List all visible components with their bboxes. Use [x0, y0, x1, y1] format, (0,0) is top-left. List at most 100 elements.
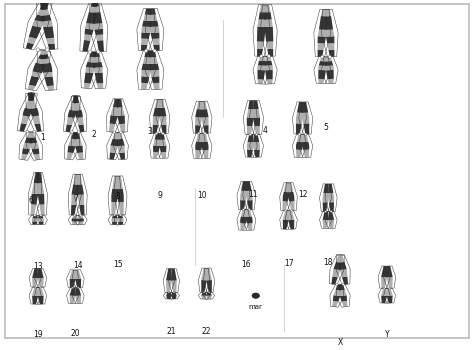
Polygon shape — [79, 205, 84, 215]
Polygon shape — [381, 266, 387, 277]
Polygon shape — [283, 201, 288, 211]
Polygon shape — [153, 140, 160, 146]
Ellipse shape — [336, 284, 338, 286]
Ellipse shape — [249, 133, 252, 136]
Polygon shape — [28, 93, 35, 101]
Polygon shape — [318, 79, 324, 84]
Text: 10: 10 — [197, 191, 207, 199]
Ellipse shape — [173, 292, 175, 293]
Text: 7: 7 — [73, 194, 78, 203]
Polygon shape — [77, 152, 83, 160]
Polygon shape — [240, 216, 246, 223]
Polygon shape — [340, 269, 347, 277]
Polygon shape — [117, 139, 125, 146]
Polygon shape — [206, 280, 212, 292]
Polygon shape — [77, 195, 84, 205]
Ellipse shape — [290, 210, 292, 211]
Polygon shape — [318, 43, 325, 50]
Polygon shape — [247, 149, 253, 157]
Polygon shape — [73, 96, 79, 103]
Polygon shape — [70, 103, 77, 111]
Polygon shape — [329, 202, 334, 211]
Text: Y: Y — [384, 330, 389, 340]
Polygon shape — [32, 215, 38, 218]
Ellipse shape — [325, 211, 327, 212]
Polygon shape — [70, 279, 76, 288]
Polygon shape — [46, 38, 55, 44]
Polygon shape — [326, 70, 334, 79]
Ellipse shape — [77, 131, 80, 133]
Polygon shape — [84, 72, 93, 83]
Text: 17: 17 — [284, 259, 293, 268]
Ellipse shape — [46, 48, 49, 51]
Polygon shape — [32, 20, 44, 28]
Polygon shape — [333, 262, 341, 270]
Polygon shape — [141, 33, 150, 39]
Ellipse shape — [242, 209, 245, 211]
Polygon shape — [112, 215, 118, 218]
Polygon shape — [166, 280, 172, 292]
Ellipse shape — [285, 210, 287, 211]
Polygon shape — [77, 218, 84, 222]
Text: 3: 3 — [148, 127, 153, 136]
Ellipse shape — [71, 131, 73, 133]
Polygon shape — [77, 174, 82, 184]
Polygon shape — [201, 133, 208, 142]
Polygon shape — [75, 270, 81, 279]
Polygon shape — [320, 57, 326, 61]
Polygon shape — [72, 184, 78, 195]
Polygon shape — [302, 134, 309, 142]
Text: 6: 6 — [28, 196, 33, 205]
Polygon shape — [84, 34, 92, 41]
Polygon shape — [150, 63, 159, 70]
Polygon shape — [326, 61, 333, 66]
Polygon shape — [246, 210, 252, 217]
Text: 4: 4 — [263, 126, 267, 135]
Ellipse shape — [97, 50, 100, 54]
Polygon shape — [23, 142, 32, 149]
Polygon shape — [41, 58, 51, 64]
Polygon shape — [241, 210, 246, 217]
Polygon shape — [37, 269, 44, 278]
Ellipse shape — [260, 55, 263, 58]
Polygon shape — [153, 152, 158, 158]
Ellipse shape — [119, 131, 122, 133]
Polygon shape — [152, 38, 160, 45]
Polygon shape — [196, 133, 202, 142]
Polygon shape — [151, 76, 159, 83]
Polygon shape — [110, 146, 118, 153]
Polygon shape — [32, 278, 38, 287]
Text: 8: 8 — [115, 192, 120, 201]
Polygon shape — [331, 276, 338, 285]
Polygon shape — [302, 102, 308, 113]
Polygon shape — [75, 146, 83, 153]
Polygon shape — [303, 149, 309, 158]
Ellipse shape — [77, 287, 79, 288]
Ellipse shape — [26, 130, 29, 133]
Polygon shape — [203, 125, 209, 133]
Polygon shape — [255, 126, 260, 135]
Polygon shape — [29, 100, 37, 109]
Polygon shape — [29, 132, 35, 138]
Polygon shape — [86, 12, 96, 24]
Polygon shape — [195, 141, 202, 150]
Ellipse shape — [88, 50, 91, 54]
Polygon shape — [264, 65, 273, 70]
Polygon shape — [21, 154, 27, 160]
Polygon shape — [26, 43, 34, 49]
Polygon shape — [206, 268, 212, 280]
Polygon shape — [201, 117, 209, 125]
Polygon shape — [113, 132, 119, 139]
Polygon shape — [78, 222, 83, 225]
Ellipse shape — [389, 287, 391, 289]
Polygon shape — [257, 79, 264, 84]
Polygon shape — [117, 146, 125, 153]
Polygon shape — [78, 215, 83, 218]
Polygon shape — [34, 154, 40, 160]
Polygon shape — [111, 202, 117, 215]
Polygon shape — [97, 83, 103, 89]
Polygon shape — [150, 27, 159, 33]
Polygon shape — [74, 103, 82, 111]
Polygon shape — [93, 12, 102, 24]
Polygon shape — [387, 277, 392, 288]
